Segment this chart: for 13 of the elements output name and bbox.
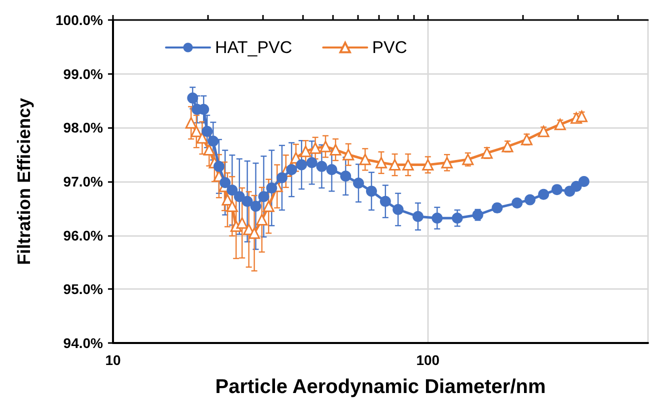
y-tick-label: 100.0% (56, 12, 104, 28)
legend-label: HAT_PVC (215, 38, 292, 57)
x-tick-label: 10 (105, 352, 121, 368)
y-tick-label: 94.0% (63, 335, 104, 351)
x-tick-label: 100 (416, 352, 440, 368)
x-axis-title: Particle Aerodynamic Diameter/nm (215, 376, 546, 398)
y-tick-label: 99.0% (63, 66, 104, 82)
y-tick-label: 97.0% (63, 174, 104, 190)
y-axis-title: Filtration Efficiency (14, 98, 34, 266)
y-tick-label: 98.0% (63, 120, 104, 136)
y-tick-label: 96.0% (63, 227, 104, 244)
legend-label: PVC (372, 38, 408, 57)
y-tick-label: 95.0% (63, 281, 104, 298)
